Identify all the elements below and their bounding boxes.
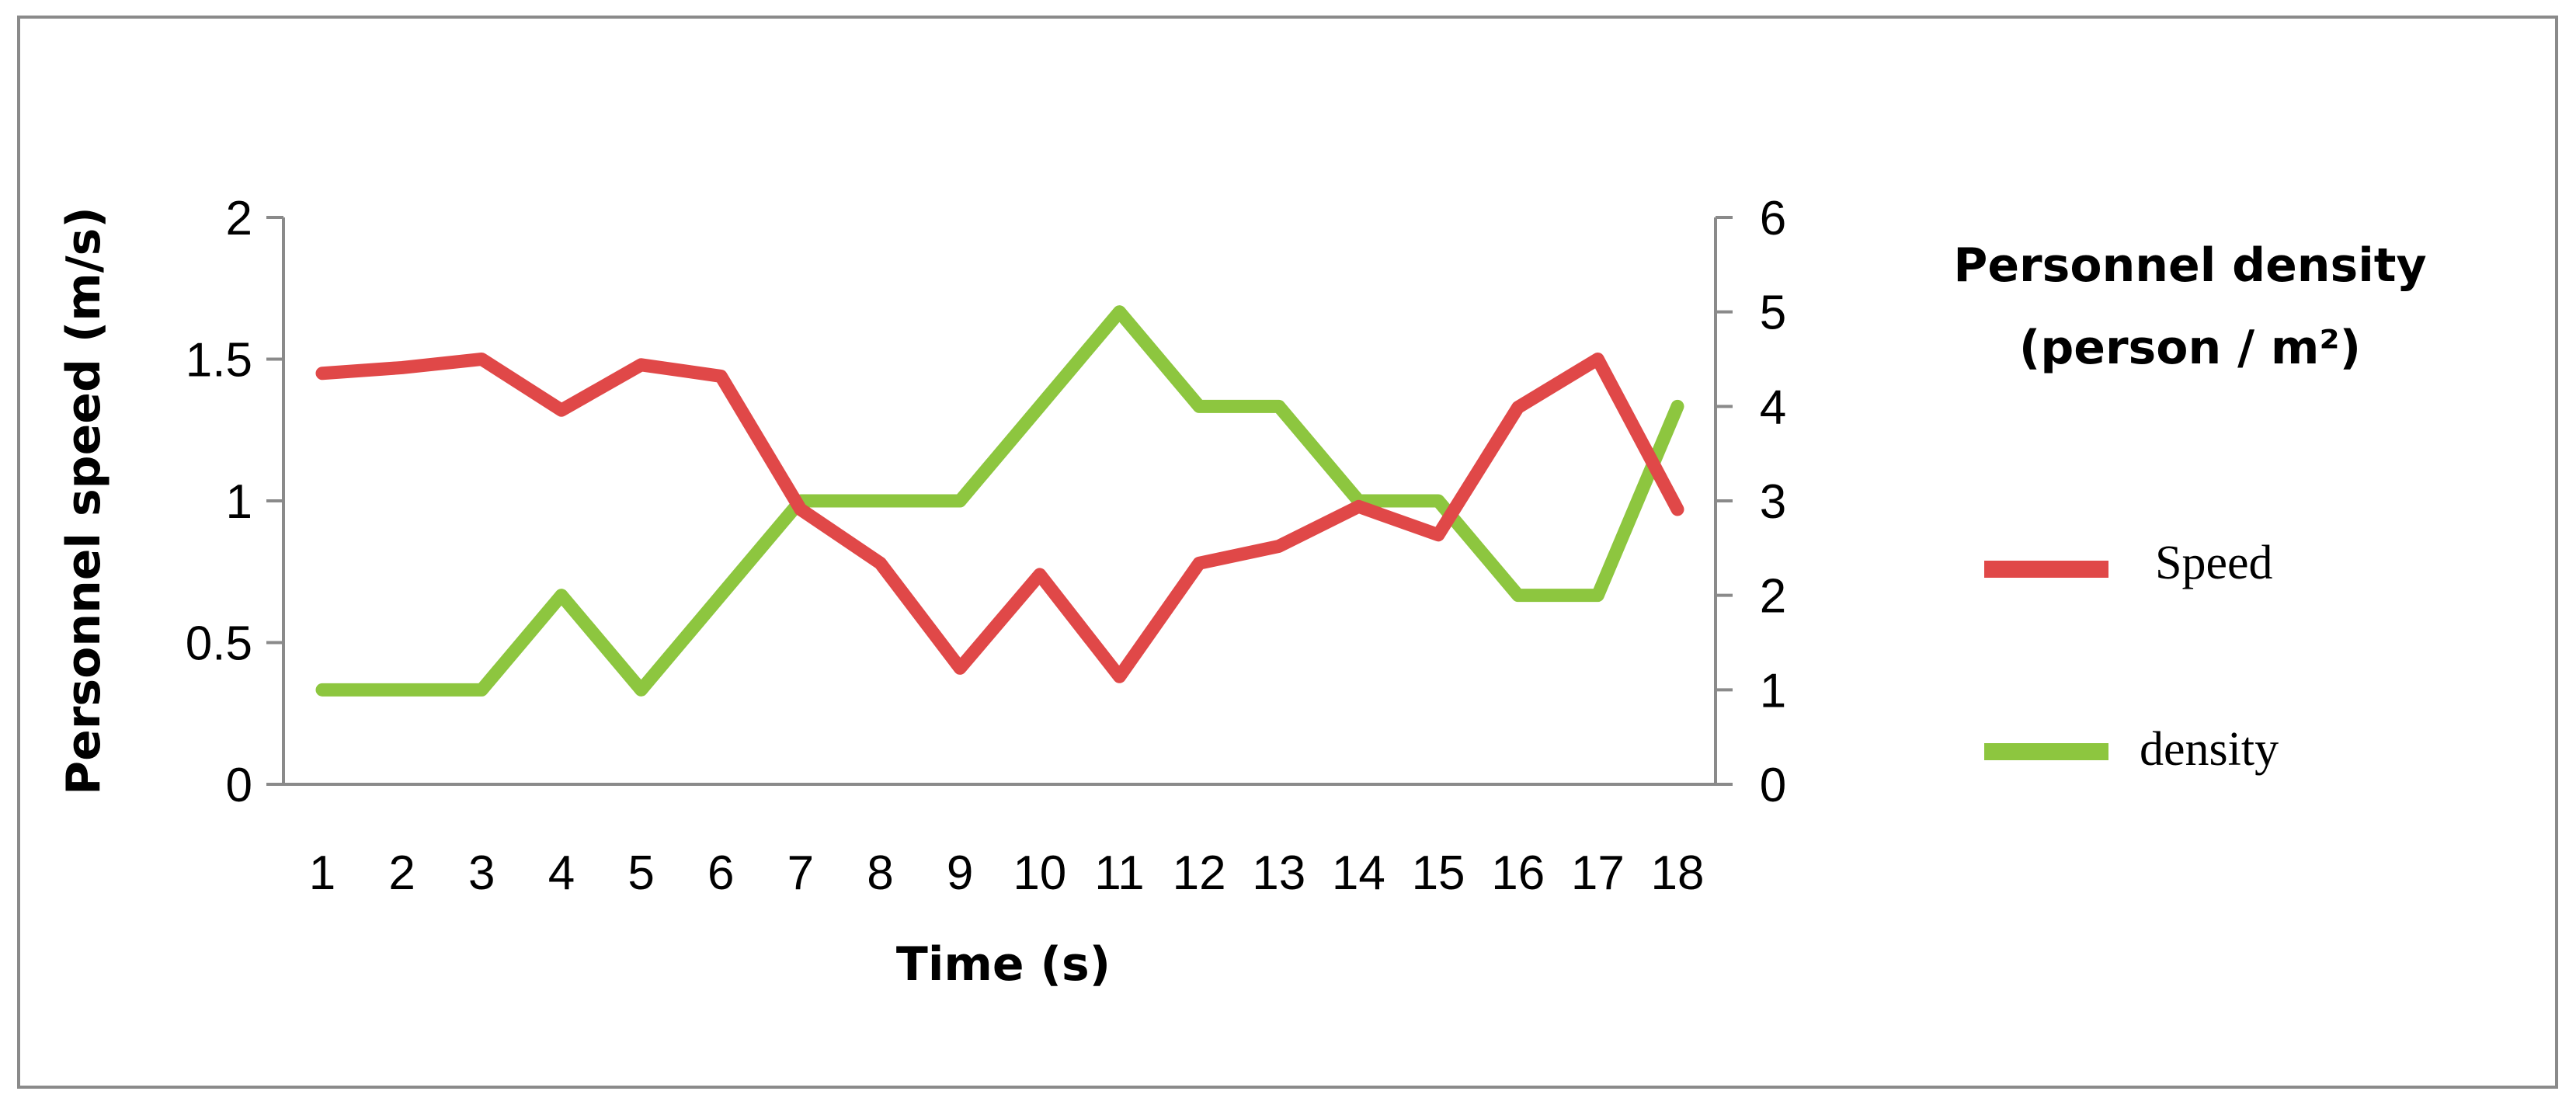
- x-tick-label: 2: [388, 846, 415, 900]
- left-y-tick-label: 1.5: [186, 334, 252, 387]
- x-tick-label: 8: [867, 846, 893, 900]
- left-y-tick-label: 1: [226, 475, 252, 529]
- left-y-tick-label: 2: [226, 192, 252, 245]
- x-tick-label: 3: [468, 846, 495, 900]
- x-tick-label: 5: [627, 846, 654, 900]
- x-tick-label: 9: [947, 846, 973, 900]
- right-y-ticks: 0 1 2 3 4 5 6: [1716, 192, 1786, 812]
- x-tick-label: 11: [1094, 846, 1144, 900]
- x-tick-label: 6: [707, 846, 734, 900]
- x-tick-label: 10: [1013, 846, 1066, 900]
- left-y-ticks: 0 0.5 1 1.5 2: [186, 192, 283, 812]
- left-y-tick-label: 0: [226, 759, 252, 812]
- x-tick-label: 1: [309, 846, 335, 900]
- x-tick-label: 15: [1412, 846, 1465, 900]
- left-y-axis-title: Personnel speed (m/s): [57, 207, 111, 795]
- x-tick-label: 14: [1332, 846, 1385, 900]
- legend-label-speed: Speed: [2155, 537, 2273, 589]
- x-tick-label: 17: [1571, 846, 1625, 900]
- right-y-tick-label: 5: [1760, 287, 1786, 340]
- legend-label-density: density: [2140, 723, 2279, 776]
- right-y-tick-label: 4: [1760, 381, 1786, 434]
- right-y-tick-label: 0: [1760, 759, 1786, 812]
- x-axis: 1 2 3 4 5 6 7 8 9 10 11 12 13 14 15 16 17 18: [283, 783, 1716, 900]
- chart-frame: [17, 16, 2558, 1089]
- right-y-tick-label: 6: [1760, 192, 1786, 245]
- left-y-axis: 0 0.5 1 1.5 2: [186, 192, 285, 812]
- x-tick-label: 16: [1491, 846, 1545, 900]
- right-y-tick-label: 3: [1760, 475, 1786, 529]
- x-tick-label: 12: [1173, 846, 1226, 900]
- right-y-axis-title-line2: (person / m²): [2019, 321, 2361, 375]
- right-y-axis: 0 1 2 3 4 5 6: [1714, 192, 1786, 812]
- right-y-tick-label: 1: [1760, 664, 1786, 718]
- left-y-tick-label: 0.5: [186, 617, 252, 671]
- x-tick-label: 18: [1651, 846, 1705, 900]
- series-line-speed: [315, 353, 1684, 683]
- x-ticks: 1 2 3 4 5 6 7 8 9 10 11 12 13 14 15 16 17 18: [309, 846, 1705, 900]
- x-axis-title: Time (s): [896, 937, 1111, 992]
- right-y-tick-label: 2: [1760, 570, 1786, 624]
- right-y-axis-title-line1: Personnel density: [1953, 238, 2426, 293]
- x-tick-label: 4: [548, 846, 575, 900]
- series-layer: [315, 305, 1684, 697]
- legend: Speed density: [1984, 537, 2279, 776]
- x-tick-label: 13: [1252, 846, 1305, 900]
- x-tick-label: 7: [787, 846, 814, 900]
